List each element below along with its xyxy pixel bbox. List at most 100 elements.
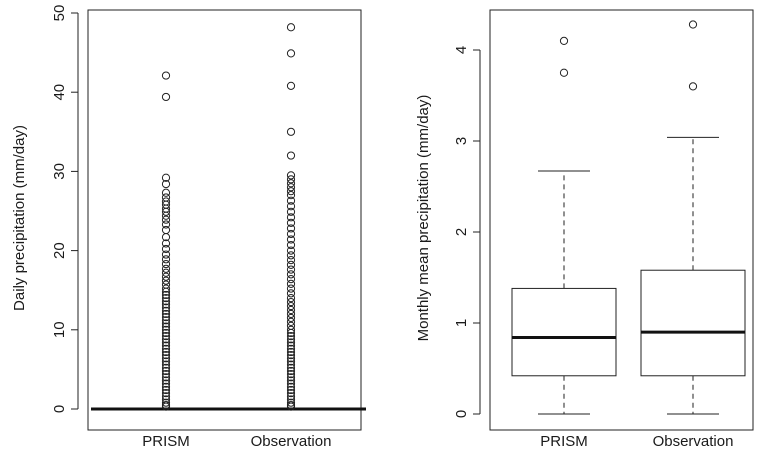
outlier-point <box>559 68 569 77</box>
outlier-point <box>688 82 698 91</box>
outlier-point <box>161 392 171 401</box>
outlier-point <box>286 279 296 288</box>
outlier-point <box>286 207 296 216</box>
outlier-point <box>286 366 296 376</box>
outlier-point <box>161 357 171 366</box>
outlier-point <box>286 389 296 398</box>
outlier-point <box>161 300 171 309</box>
outlier-point <box>286 81 296 90</box>
outlier-point <box>161 379 171 388</box>
box-observation <box>216 23 366 411</box>
outlier-point <box>286 294 296 303</box>
outlier-point <box>161 363 171 372</box>
outlier-point <box>161 306 171 315</box>
y-tick-label: 50 <box>51 5 68 22</box>
outlier-point <box>161 294 171 303</box>
box-observation <box>640 20 746 415</box>
outlier-point <box>161 360 171 369</box>
outlier-point <box>286 275 296 284</box>
outlier-point <box>286 270 296 279</box>
outlier-point <box>286 196 296 205</box>
outlier-point <box>286 187 296 196</box>
outlier-point <box>161 264 171 273</box>
outlier-point <box>161 309 171 319</box>
y-tick-label: 2 <box>453 228 470 236</box>
y-tick-label: 0 <box>453 410 470 418</box>
y-axis-label: Monthly mean precipitation (mm/day) <box>415 95 432 342</box>
outlier-point <box>161 382 171 391</box>
outlier-point <box>161 332 171 341</box>
outlier-point <box>286 392 296 401</box>
y-tick-label: 1 <box>453 319 470 327</box>
y-tick-label: 4 <box>453 46 470 54</box>
outlier-point <box>161 268 171 277</box>
outlier-point <box>286 370 296 379</box>
y-tick-label: 30 <box>51 163 68 180</box>
outlier-point <box>688 20 698 29</box>
outlier-point <box>161 370 171 379</box>
outlier-point <box>161 250 171 259</box>
y-tick-label: 20 <box>51 242 68 259</box>
outlier-point <box>286 265 296 274</box>
outlier-point <box>161 259 171 269</box>
outlier-point <box>161 376 171 385</box>
outlier-point <box>286 23 296 32</box>
outlier-point <box>161 351 171 360</box>
outlier-point <box>161 322 171 331</box>
outlier-point <box>161 319 171 328</box>
outlier-point <box>286 309 296 319</box>
outlier-point <box>286 171 296 180</box>
outlier-point <box>161 255 171 264</box>
outlier-point <box>161 92 171 102</box>
y-tick-label: 3 <box>453 137 470 145</box>
outlier-point <box>161 335 171 344</box>
outlier-point <box>286 224 296 233</box>
outlier-point <box>161 284 171 293</box>
outlier-point <box>161 173 171 182</box>
outlier-point <box>161 338 171 347</box>
outlier-point <box>286 373 296 382</box>
outlier-point <box>286 202 296 211</box>
outlier-point <box>286 301 296 311</box>
outlier-point <box>286 284 296 293</box>
category-label-prism: PRISM <box>540 433 588 450</box>
outlier-point <box>161 244 171 254</box>
outlier-point <box>286 175 296 184</box>
outlier-point <box>286 251 296 260</box>
outlier-point <box>286 328 296 338</box>
chart-panel-2: 0 1 2 3 4 Monthly mean precipitation (mm/day)… <box>415 9 754 450</box>
outlier-point <box>161 389 171 398</box>
outlier-point <box>161 225 171 235</box>
category-label-observation: Observation <box>251 433 332 450</box>
outlier-point <box>161 207 171 216</box>
outlier-point <box>286 402 296 411</box>
outlier-point <box>161 316 171 325</box>
outlier-point <box>286 49 296 58</box>
outlier-point <box>286 305 296 315</box>
outlier-point <box>286 183 296 192</box>
outlier-point <box>286 332 296 341</box>
outlier-point <box>286 354 296 363</box>
outlier-point <box>161 272 171 281</box>
outlier-point <box>286 363 296 372</box>
y-axis-label: Daily precipitation (mm/day) <box>11 125 28 311</box>
outlier-point <box>286 235 296 244</box>
y-tick-label: 0 <box>51 405 68 413</box>
outlier-point <box>286 338 296 347</box>
outlier-point <box>286 256 296 265</box>
y-tick-label: 10 <box>51 321 68 338</box>
outlier-point <box>286 344 296 353</box>
category-label-prism: PRISM <box>142 433 190 450</box>
outlier-point <box>161 179 171 189</box>
outlier-point <box>286 351 296 360</box>
outlier-point <box>286 213 296 222</box>
outlier-point <box>286 289 296 298</box>
y-tick-label: 40 <box>51 84 68 101</box>
outlier-point <box>286 240 296 250</box>
outlier-point <box>286 335 296 344</box>
outlier-point <box>161 344 171 353</box>
outlier-point <box>161 239 171 248</box>
outlier-point <box>161 188 171 197</box>
outlier-point <box>286 297 296 307</box>
plot-frame <box>489 9 754 431</box>
